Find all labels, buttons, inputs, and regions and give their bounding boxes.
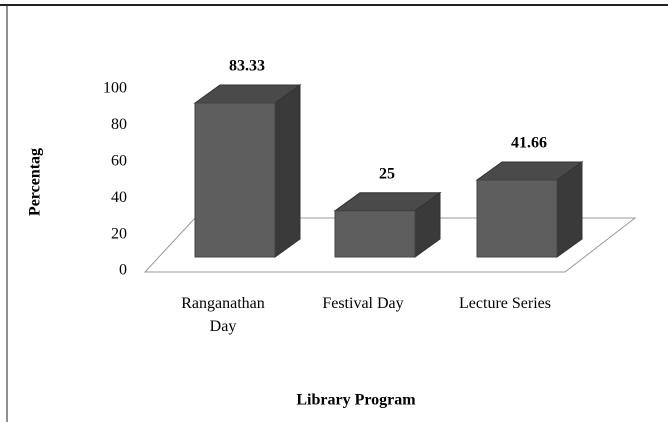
x-tick-label: Ranganathan Day [181, 295, 265, 335]
x-axis-label: Library Program [296, 392, 416, 409]
y-tick-label: 20 [111, 225, 127, 242]
x-tick-label: Festival Day [322, 295, 404, 312]
data-label: 83.33 [229, 58, 265, 75]
bar-side [274, 84, 301, 258]
data-label: 25 [379, 165, 395, 182]
y-tick-label: 100 [103, 80, 127, 97]
x-tick-label: Lecture Series [459, 295, 551, 312]
y-tick-label: 60 [111, 152, 127, 169]
data-label: 41.66 [511, 135, 547, 152]
bar [334, 210, 416, 258]
bar [194, 102, 276, 258]
y-tick-label: 0 [119, 262, 127, 279]
bar [476, 179, 558, 258]
y-axis-label: Percentag [27, 148, 44, 216]
y-tick-label: 80 [111, 116, 127, 133]
y-tick-label: 40 [111, 189, 127, 206]
